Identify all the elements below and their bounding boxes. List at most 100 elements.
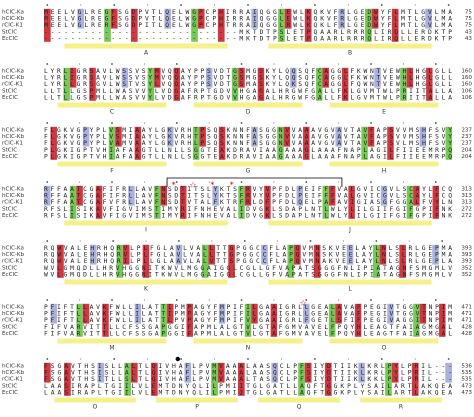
residue-number: 393	[461, 259, 472, 265]
residue-number: 313	[461, 187, 472, 193]
ruler-dot	[309, 240, 312, 242]
ruler-dot	[112, 240, 114, 242]
ruler-dot	[147, 358, 149, 360]
ruler-dot	[46, 299, 49, 301]
conservation-shade	[208, 244, 216, 265]
sequence-name: EcClC	[2, 95, 18, 101]
sequence-name: hClC-Ka	[2, 305, 24, 311]
conservation-shade	[237, 362, 245, 396]
ruler-dot	[338, 181, 340, 183]
conservation-shade	[251, 303, 258, 324]
ruler-dot	[79, 181, 81, 183]
conservation-shade	[244, 303, 252, 337]
residue-number: 313	[461, 193, 472, 199]
sequence: FLGKVGPYPLVAMVAAYLGKVRHLPSQSKNNFASGGNVVA…	[44, 140, 452, 147]
sequence-name: rClC-K1	[2, 259, 23, 265]
sequence: MEELVGLREGFSGDPVTLQELWGPCPHIRRAIQGGLEWLK…	[44, 9, 452, 16]
ruler-dot	[211, 240, 213, 242]
conservation-shade	[324, 362, 332, 396]
sequence: FSGAVTHSISLLALTLQIVHAFLPVMVAAALAASQCLPFS…	[44, 370, 452, 377]
sequence: RFFAATCGAFVFRLLAVFNSDTVTALFKTRFRLDFPFDLQ…	[44, 199, 452, 206]
ruler-dot	[178, 240, 180, 242]
helix-bar	[64, 43, 228, 49]
sequence-name: rClC-K1	[2, 23, 23, 29]
residue-number: 204	[461, 154, 472, 160]
sequence-name: hClC-Kb	[2, 75, 25, 81]
conservation-shade	[290, 67, 297, 88]
residue-number: 471	[461, 311, 472, 317]
conservation-shade	[303, 303, 310, 324]
ruler-dot	[414, 358, 416, 360]
conservation-shade	[304, 8, 312, 42]
residue-number: 428	[461, 324, 472, 330]
conservation-shade	[406, 185, 414, 219]
conservation-shade	[425, 8, 432, 29]
helix-bar	[64, 279, 228, 285]
sequence-name: rClC-K1	[2, 377, 23, 383]
conservation-shade	[379, 244, 387, 265]
sequence-name: hClC-Ka	[2, 10, 24, 16]
residue-number: 352	[461, 265, 472, 271]
helix-label: P	[195, 404, 199, 411]
ruler-dot	[402, 299, 404, 301]
helix-bar	[268, 279, 432, 285]
conservation-shade	[278, 8, 285, 42]
conservation-shade	[328, 303, 336, 337]
conservation-shade	[175, 244, 183, 265]
sequence-name: StClC	[2, 88, 17, 94]
conservation-shade	[167, 303, 174, 324]
conservation-shade	[217, 8, 225, 42]
sequence: -----------------------------MKTDTPSLETP…	[44, 29, 452, 36]
conservation-shade	[77, 8, 85, 29]
ruler-dot	[402, 122, 404, 124]
ruler-dot	[111, 181, 113, 183]
sequence-name: hClC-Kb	[2, 193, 25, 199]
conservation-shade	[110, 8, 118, 29]
residue-number: 471	[461, 318, 472, 324]
conservation-shade	[322, 67, 329, 88]
conservation-shade	[439, 303, 446, 337]
helix-label: N	[246, 345, 251, 352]
ruler-dot	[79, 240, 81, 242]
sequence: PFIFTLLAVKFWLLILATTIPMPAGYFMPIFILGAAIGRL…	[44, 311, 452, 318]
ruler-dot	[305, 299, 308, 301]
ruler-dot	[414, 4, 416, 6]
helix-label: B	[348, 50, 352, 57]
sequence-name: rClC-K1	[2, 200, 23, 206]
ruler-dot	[434, 299, 437, 301]
ruler-dot	[338, 122, 340, 124]
conservation-shade	[69, 67, 77, 88]
sequence-name: rClC-K1	[2, 82, 23, 88]
ruler-dot	[208, 122, 210, 124]
residue-number: 237	[461, 128, 472, 134]
helix-bar	[329, 102, 439, 108]
conservation-shade	[316, 67, 323, 101]
ruler-dot	[208, 299, 210, 301]
sequence: LLTLLGSPMLLWASVVYLVDGAFRPTGDVVHGAGALHRGW…	[44, 94, 452, 101]
conservation-shade	[142, 244, 150, 278]
sequence: FIFVARVITTLLCFSSGAPGGIFAPMLALGTVLGTAFGMV…	[44, 324, 452, 331]
ruler-dot	[240, 122, 243, 124]
helix-label: R	[399, 404, 403, 411]
sequence: LYRLIGRSAVLWSSVSYMVQQAYPPSVDTGSMGSKYLQQS…	[44, 68, 452, 75]
ruler-dot	[338, 299, 340, 301]
sequence: FIFVARVITTLLCFSSGAPGGIFAPMLALGTVLGTAFGMV…	[44, 330, 452, 337]
ruler-dot	[46, 358, 49, 360]
conservation-shade	[167, 126, 174, 147]
ruler-dot	[214, 4, 216, 6]
ruler-dot	[208, 181, 210, 183]
conservation-shade	[211, 362, 218, 396]
residue-number: 535	[461, 370, 472, 376]
ruler-dot	[145, 240, 147, 242]
sequence: RFFAATCGAFIFRLLAVFNSDTITSLYKTSFRVYVPFDLP…	[44, 193, 452, 200]
ruler-dot	[380, 358, 383, 360]
ruler-dot	[111, 122, 113, 124]
sequence: LLTLLGSPMLLWASVVYLVDGAFRPTGDVVHGAGALHRGW…	[44, 88, 452, 95]
sequence-name: StClC	[2, 324, 17, 330]
helix-label: C	[110, 109, 114, 116]
ruler-dot	[280, 4, 282, 6]
conservation-shade	[354, 303, 362, 337]
conservation-shade	[154, 67, 161, 88]
ruler-dot	[280, 358, 282, 360]
conservation-shade	[44, 8, 51, 42]
